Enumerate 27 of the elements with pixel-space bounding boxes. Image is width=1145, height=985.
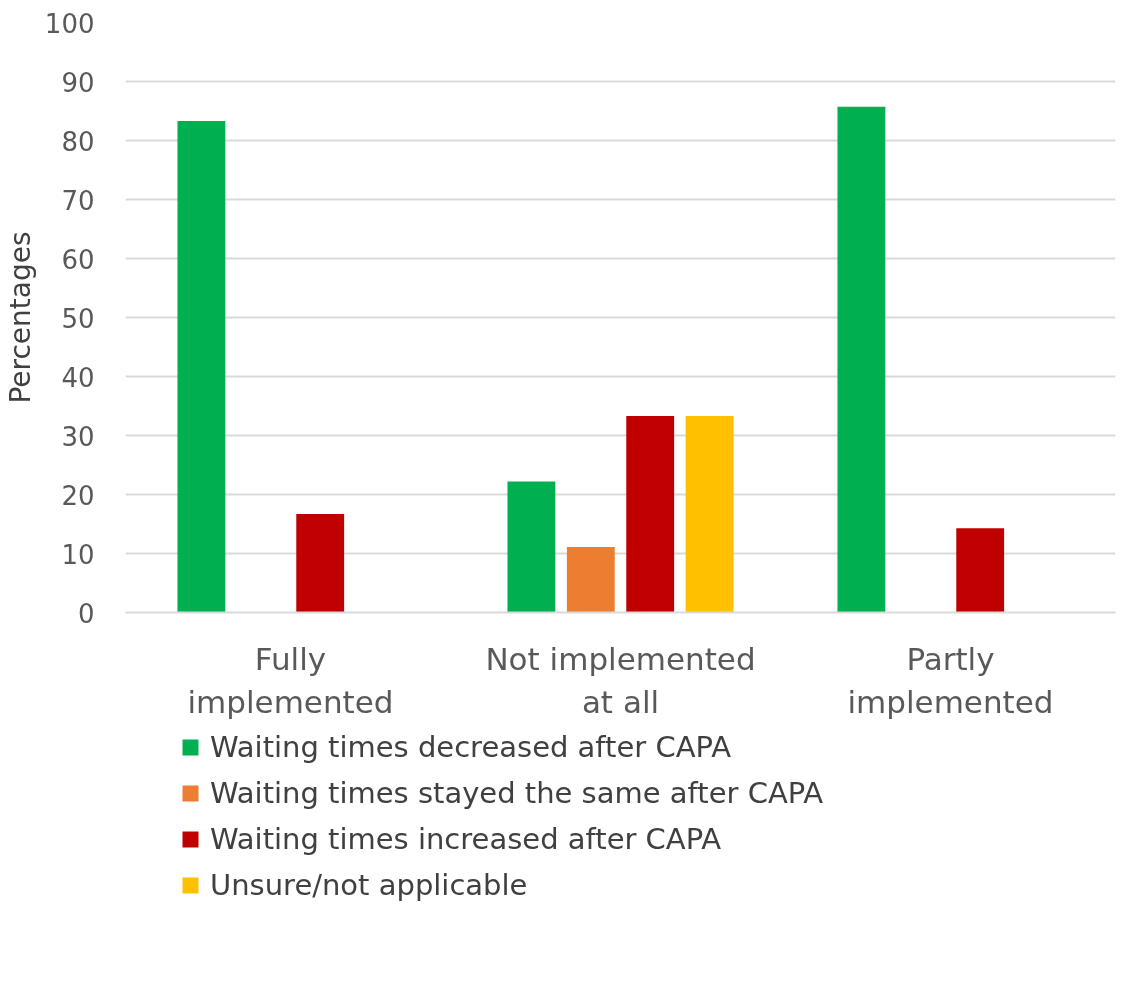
x-tick-label: Fully implemented [187, 640, 394, 720]
bar [685, 416, 734, 613]
bar [296, 513, 345, 613]
y-tick-label: 50 [61, 303, 95, 334]
y-tick-label: 100 [44, 8, 95, 39]
x-tick-label: Not implemented at all [485, 640, 756, 720]
bar [507, 481, 556, 613]
legend-label: Waiting times increased after CAPA [210, 822, 722, 856]
y-tick-label: 10 [61, 539, 95, 570]
y-tick-label: 60 [61, 244, 95, 275]
bar [837, 106, 886, 613]
y-tick-label: 40 [61, 362, 95, 393]
bar [626, 416, 675, 613]
y-tick-label: 80 [61, 126, 95, 157]
y-tick-label: 90 [61, 67, 95, 98]
legend-label: Waiting times stayed the same after CAPA [210, 776, 824, 810]
x-tick-label: Partly implemented [847, 640, 1054, 720]
y-tick-label: 20 [61, 480, 95, 511]
legend-label: Unsure/not applicable [210, 868, 528, 902]
legend-label: Waiting times decreased after CAPA [210, 730, 731, 764]
y-tick-label: 70 [61, 185, 95, 216]
y-tick-label: 30 [61, 421, 95, 452]
y-tick-label: 0 [77, 598, 95, 629]
bar [566, 547, 615, 613]
bar [177, 121, 226, 613]
y-axis-title: Percentages [3, 231, 37, 404]
bar [956, 528, 1005, 613]
